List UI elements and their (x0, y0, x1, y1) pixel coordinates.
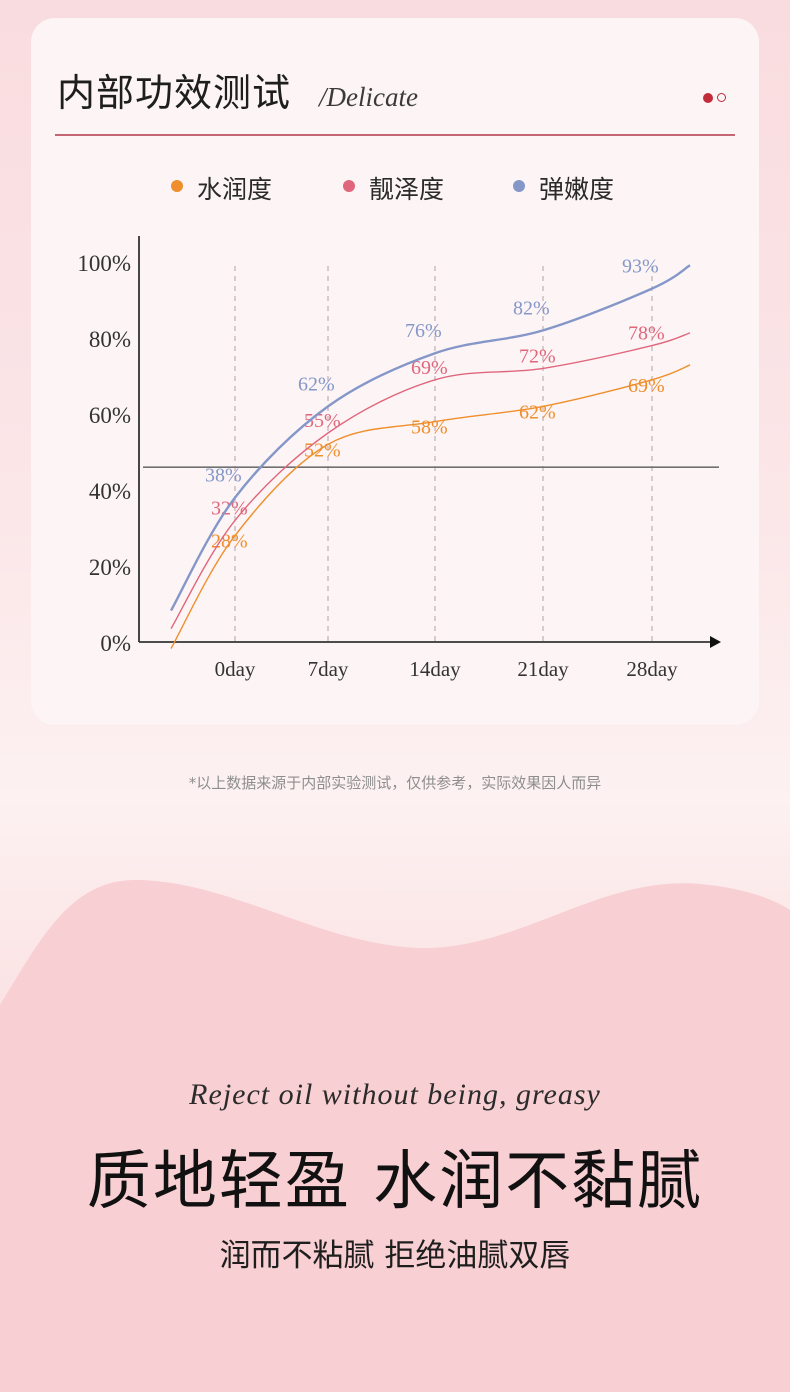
y-tick-label: 80% (89, 327, 131, 352)
data-label: 69% (628, 375, 665, 397)
series-line-1 (170, 332, 691, 630)
data-label: 72% (519, 345, 556, 367)
data-label: 55% (304, 410, 341, 432)
x-tick-label: 21day (517, 657, 569, 681)
x-tick-label: 14day (409, 657, 461, 681)
series-line-2 (169, 264, 691, 612)
wave-background (0, 880, 790, 1392)
english-tagline: Reject oil without being, greasy (189, 1078, 601, 1111)
y-tick-label: 0% (100, 631, 131, 656)
legend-label: 靓泽度 (369, 175, 445, 204)
series-line-0 (170, 364, 691, 649)
data-label: 32% (211, 497, 248, 519)
y-tick-label: 40% (89, 479, 131, 504)
legend-dot-icon (343, 180, 355, 192)
inactive-dot-icon (717, 93, 726, 102)
y-tick-label: 60% (89, 403, 131, 428)
data-label: 28% (211, 531, 248, 553)
y-tick-label: 20% (89, 555, 131, 580)
legend-label: 弹嫩度 (539, 175, 615, 204)
data-label: 76% (405, 320, 442, 342)
data-label: 93% (622, 256, 659, 278)
data-label: 62% (519, 401, 556, 423)
title-divider (55, 134, 735, 136)
data-label: 78% (628, 323, 665, 345)
efficacy-line-chart: 0% 20% 40% 60% 80% 100% 0day 7day 14day 21day 28da… (77, 236, 721, 681)
headline: 质地轻盈 水润不黏腻 (86, 1145, 704, 1219)
data-label: 82% (513, 297, 550, 319)
efficacy-test-card: 内部功效测试 /Delicate 水润度 靓泽度 弹嫩度 0% 20% 40% 60%… (31, 18, 759, 725)
y-tick-label: 100% (77, 251, 131, 276)
legend-dot-icon (513, 180, 525, 192)
data-label: 58% (411, 417, 448, 439)
page-title: 内部功效测试 (57, 71, 292, 115)
legend-dot-icon (171, 180, 183, 192)
x-tick-label: 0day (215, 657, 256, 681)
data-label: 62% (298, 373, 335, 395)
disclaimer-footnote: *以上数据来源于内部实验测试，仅供参考，实际效果因人而异 (188, 774, 602, 792)
active-dot-icon (703, 93, 713, 103)
x-tick-label: 7day (308, 657, 349, 681)
x-axis-arrow-icon (710, 636, 721, 648)
data-label: 38% (205, 465, 242, 487)
sub-headline: 润而不粘腻 拒绝油腻双唇 (219, 1238, 571, 1274)
x-tick-label: 28day (626, 657, 678, 681)
data-label: 52% (304, 439, 341, 461)
legend-label: 水润度 (197, 175, 273, 204)
data-label: 69% (411, 357, 448, 379)
page-subtitle: /Delicate (319, 82, 418, 112)
